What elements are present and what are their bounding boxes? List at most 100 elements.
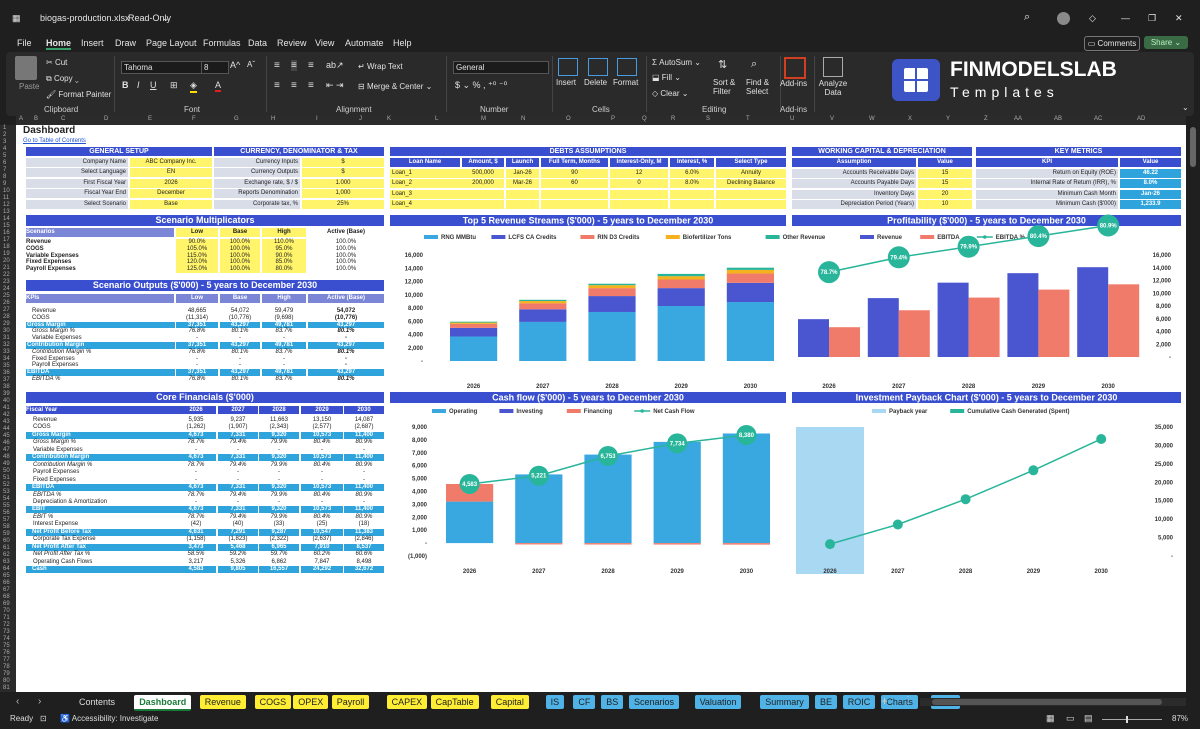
column-header-E[interactable]: E (148, 116, 153, 122)
row-header[interactable]: 19 (3, 251, 10, 257)
row-header[interactable]: 43 (3, 419, 10, 425)
font-name-select[interactable]: Tahoma (121, 61, 203, 74)
row-header[interactable]: 72 (3, 622, 10, 628)
row-header[interactable]: 48 (3, 454, 10, 460)
row-header[interactable]: 77 (3, 657, 10, 663)
share-button[interactable]: Share ⌄ (1144, 36, 1188, 49)
debts-cell[interactable] (541, 200, 608, 210)
column-header-G[interactable]: G (234, 116, 239, 122)
delete-cells-icon[interactable] (588, 58, 608, 76)
menu-file[interactable]: File (17, 38, 32, 48)
paste-button[interactable]: Paste (19, 82, 40, 91)
menu-home[interactable]: Home (46, 38, 72, 50)
column-header-M[interactable]: M (481, 116, 486, 122)
row-header[interactable]: 27 (3, 307, 10, 313)
setup-value[interactable]: December (130, 189, 212, 199)
row-header[interactable]: 6 (3, 160, 7, 166)
row-header[interactable]: 24 (3, 286, 10, 292)
scenario-mult-cell[interactable]: 85.0% (262, 259, 306, 267)
clear-button[interactable]: ◇ Clear ⌄ (652, 89, 689, 98)
debts-cell[interactable] (462, 189, 504, 199)
row-header[interactable]: 41 (3, 405, 10, 411)
menu-insert[interactable]: Insert (81, 38, 104, 48)
debts-cell[interactable] (670, 189, 714, 199)
row-header[interactable]: 65 (3, 573, 10, 579)
row-header[interactable]: 17 (3, 237, 10, 243)
row-header[interactable]: 49 (3, 461, 10, 467)
row-header[interactable]: 21 (3, 265, 10, 271)
scenario-mult-cell[interactable]: 100.0% (220, 252, 260, 260)
debts-cell[interactable] (610, 200, 668, 210)
menu-formulas[interactable]: Formulas (203, 38, 241, 48)
menu-page-layout[interactable]: Page Layout (146, 38, 197, 48)
row-header[interactable]: 57 (3, 517, 10, 523)
merge-center-button[interactable]: ⊟ Merge & Center ⌄ (358, 82, 433, 91)
worksheet[interactable]: Dashboard Go to Table of Contents GENERA… (16, 125, 1186, 692)
debts-cell[interactable] (670, 200, 714, 210)
menu-view[interactable]: View (315, 38, 335, 48)
column-header-N[interactable]: N (521, 116, 526, 122)
add-ins-button[interactable]: Add-ins (780, 79, 808, 88)
debts-cell[interactable] (506, 200, 539, 210)
paste-icon[interactable] (15, 56, 37, 80)
row-header[interactable]: 47 (3, 447, 10, 453)
row-header[interactable]: 18 (3, 244, 10, 250)
currency-value[interactable]: 25% (302, 199, 384, 209)
tab-payroll[interactable]: Payroll (331, 695, 370, 709)
column-header-X[interactable]: X (908, 116, 913, 122)
column-header-S[interactable]: S (706, 116, 711, 122)
tab-contents[interactable]: Contents (79, 697, 116, 707)
tab-dashboard[interactable]: Dashboard (134, 695, 192, 711)
scenario-mult-cell[interactable]: 80.0% (262, 266, 306, 274)
zoom-level[interactable]: 87% (1172, 714, 1189, 723)
page-break-view-icon[interactable]: ▤ (1084, 713, 1093, 723)
debts-cell[interactable]: Loan_2 (390, 179, 462, 189)
column-header-AA[interactable]: AA (1014, 116, 1023, 122)
tab-be[interactable]: BE (815, 695, 838, 709)
row-header[interactable]: 13 (3, 209, 10, 215)
column-header-Q[interactable]: Q (642, 116, 647, 122)
setup-value[interactable]: Base (130, 199, 212, 209)
debts-cell[interactable]: Loan_3 (390, 189, 462, 199)
row-header[interactable]: 63 (3, 559, 10, 565)
tab-charts[interactable]: Charts (881, 695, 918, 709)
row-header[interactable]: 7 (3, 167, 7, 173)
increase-font-icon[interactable]: A^ (230, 60, 241, 70)
tab-valuation[interactable]: Valuation (694, 695, 742, 709)
font-color-icon[interactable]: A (215, 80, 222, 92)
row-header[interactable]: 39 (3, 391, 10, 397)
column-header-H[interactable]: H (271, 116, 276, 122)
row-header[interactable]: 55 (3, 503, 10, 509)
row-header[interactable]: 54 (3, 496, 10, 502)
row-header[interactable]: 10 (3, 188, 10, 194)
row-header[interactable]: 80 (3, 678, 10, 684)
row-header[interactable]: 12 (3, 202, 10, 208)
scenario-mult-cell[interactable]: 115.0% (176, 252, 218, 260)
column-header-AD[interactable]: AD (1137, 116, 1146, 122)
comments-button[interactable]: ▭ Comments (1084, 36, 1140, 51)
row-header[interactable]: 58 (3, 524, 10, 530)
fill-button[interactable]: ⬓ Fill ⌄ (652, 73, 681, 82)
row-header[interactable]: 73 (3, 629, 10, 635)
column-header-V[interactable]: V (830, 116, 835, 122)
column-header-A[interactable]: A (19, 116, 24, 122)
row-header[interactable]: 32 (3, 342, 10, 348)
cut-button[interactable]: ✂ Cut (46, 58, 68, 67)
row-header[interactable]: 74 (3, 636, 10, 642)
scroll-thumb[interactable] (1190, 127, 1196, 167)
row-header[interactable]: 37 (3, 377, 10, 383)
column-header-D[interactable]: D (104, 116, 109, 122)
column-header-I[interactable]: I (316, 116, 318, 122)
scenario-mult-cell[interactable]: 90.0% (176, 239, 218, 246)
row-header[interactable]: 33 (3, 349, 10, 355)
debts-cell[interactable] (716, 200, 786, 210)
format-button[interactable]: Format (613, 78, 639, 87)
insert-button[interactable]: Insert (556, 78, 577, 87)
collapse-ribbon-icon[interactable]: ⌄ (1182, 103, 1189, 112)
align-right-icon[interactable]: ≡ (308, 80, 314, 91)
row-header[interactable]: 36 (3, 370, 10, 376)
horizontal-scrollbar[interactable] (920, 698, 1186, 706)
analyze-data-button[interactable]: Analyze Data (818, 79, 848, 97)
avatar[interactable] (1057, 12, 1070, 25)
fill-color-icon[interactable]: ◈ (190, 80, 197, 93)
